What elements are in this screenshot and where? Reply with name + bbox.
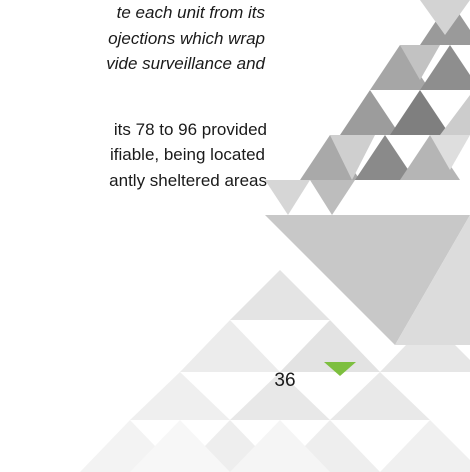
text-line: te each unit from its (117, 3, 266, 22)
text-line: ojections which wrap (108, 29, 265, 48)
text-line: its 78 to 96 provided (114, 120, 267, 139)
text-line: vide surveillance and (106, 54, 265, 73)
page-number: 36 (274, 370, 295, 391)
decoration (80, 0, 470, 472)
text-line: ifiable, being located (110, 145, 265, 164)
body-text: te each unit from its ojections which wr… (106, 3, 267, 190)
text-line: antly sheltered areas (109, 171, 267, 190)
